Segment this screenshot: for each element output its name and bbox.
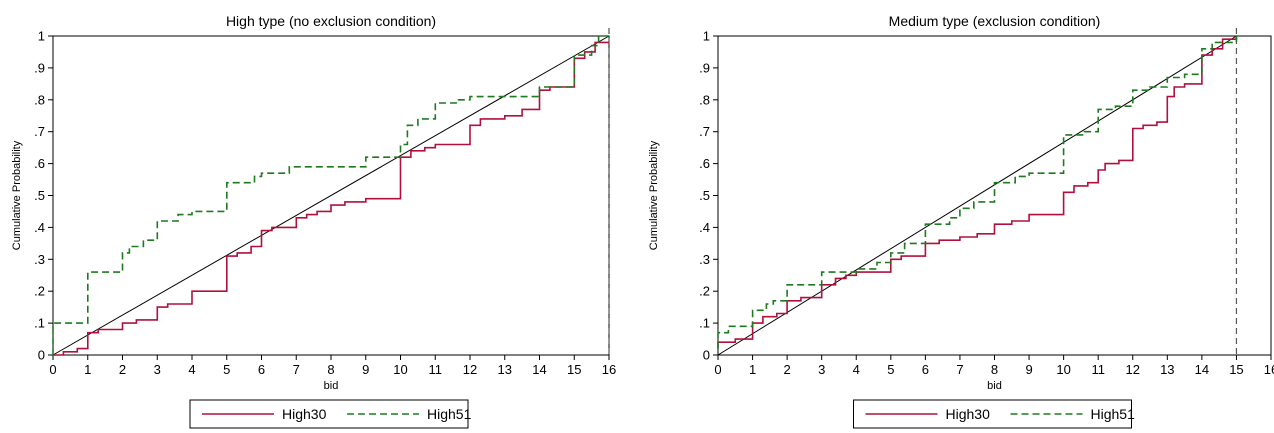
y-tick-label: .5 [699, 188, 710, 203]
y-tick-label: 1 [703, 29, 710, 44]
x-tick-label: 2 [119, 362, 126, 377]
y-tick-label: 0 [703, 348, 710, 363]
x-tick-label: 11 [429, 362, 443, 377]
x-tick-label: 6 [258, 362, 265, 377]
x-tick-label: 13 [1160, 362, 1174, 377]
x-tick-label: 14 [1195, 362, 1209, 377]
series-line-high51 [717, 36, 1238, 349]
x-tick-label: 1 [84, 362, 91, 377]
x-axis-label: bid [987, 380, 1002, 392]
x-tick-label: 8 [327, 362, 334, 377]
legend: High30 High51 [189, 399, 472, 429]
y-tick-label: .7 [34, 124, 45, 139]
x-tick-label: 0 [49, 362, 56, 377]
x-tick-label: 8 [991, 362, 998, 377]
series-line-high30 [53, 41, 609, 356]
reference-diagonal-line [52, 35, 610, 356]
x-tick-label: 9 [362, 362, 369, 377]
y-tick-label: .2 [34, 284, 45, 299]
chart-title: High type (no exclusion condition) [226, 13, 436, 29]
x-tick-label: 7 [293, 362, 300, 377]
y-tick-label: .5 [34, 188, 45, 203]
x-tick-label: 9 [1025, 362, 1032, 377]
chart-high-type: High type (no exclusion condition) 0 .1 .2.… [11, 13, 616, 429]
x-tick-label: 12 [1126, 362, 1140, 377]
legend-label-high51: High51 [427, 406, 472, 422]
y-tick-label: 0 [38, 348, 45, 363]
x-tick-label: 6 [922, 362, 929, 377]
x-tick-label: 16 [1264, 362, 1274, 377]
x-tick-label: 11 [1091, 362, 1105, 377]
y-tick-label: .9 [699, 60, 710, 75]
x-axis-label: bid [324, 380, 339, 392]
y-tick-label: .8 [699, 92, 710, 107]
y-tick-label: .9 [34, 60, 45, 75]
x-tick-label: 10 [1056, 362, 1070, 377]
series-line-high51 [52, 35, 609, 355]
y-tick-label: 1 [38, 29, 45, 44]
legend-label-high51: High51 [1091, 406, 1136, 422]
y-tick-label: .3 [34, 252, 45, 267]
legend-label-high30: High30 [946, 406, 991, 422]
legend-label-high30: High30 [282, 406, 327, 422]
x-tick-label: 15 [1229, 362, 1243, 377]
x-tick-label: 2 [784, 362, 791, 377]
x-tick-label: 16 [602, 362, 616, 377]
x-tick-label: 14 [532, 362, 546, 377]
y-axis-label: Cumulative Probability [648, 140, 660, 250]
y-tick-label: .4 [34, 220, 45, 235]
x-tick-label: 5 [223, 362, 230, 377]
chart-title: Medium type (exclusion condition) [889, 13, 1101, 29]
x-tick-label: 4 [188, 362, 195, 377]
x-tick-label: 5 [887, 362, 894, 377]
x-tick-label: 0 [714, 362, 721, 377]
series-line-high30 [717, 36, 1238, 349]
y-tick-label: .3 [699, 252, 710, 267]
y-tick-label: .8 [34, 92, 45, 107]
y-tick-label: .6 [699, 156, 710, 171]
x-tick-label: 13 [498, 362, 512, 377]
legend: High30 High51 [853, 399, 1136, 429]
x-tick-label: 15 [567, 362, 581, 377]
x-tick-label: 10 [393, 362, 407, 377]
y-tick-label: .7 [699, 124, 710, 139]
x-tick-label: 3 [818, 362, 825, 377]
y-tick-label: .1 [699, 316, 710, 331]
x-tick-label: 7 [956, 362, 963, 377]
x-tick-label: 3 [154, 362, 161, 377]
x-tick-label: 1 [749, 362, 756, 377]
x-tick-label: 4 [853, 362, 860, 377]
y-tick-label: .4 [699, 220, 710, 235]
y-tick-label: .2 [699, 284, 710, 299]
chart-medium-type: Medium type (exclusion condition) 0 .1 .2 .3… [648, 13, 1274, 429]
y-axis-label: Cumulative Probability [11, 140, 23, 250]
x-tick-label: 12 [463, 362, 477, 377]
y-tick-label: .1 [34, 316, 45, 331]
y-tick-label: .6 [34, 156, 45, 171]
reference-diagonal-line [717, 35, 1237, 356]
